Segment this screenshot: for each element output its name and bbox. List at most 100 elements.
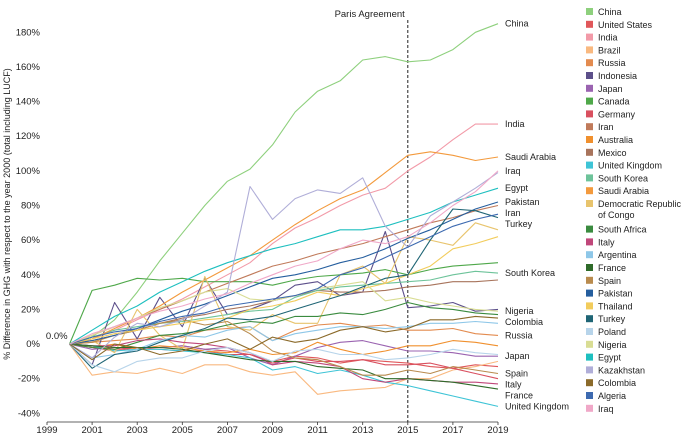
y-tick-label: -40% <box>18 408 41 419</box>
x-tick-label: 2013 <box>352 425 373 433</box>
series-line-china <box>69 23 499 345</box>
y-tick-label: 40% <box>21 270 41 281</box>
series-line-poland <box>69 343 499 373</box>
end-label: Egypt <box>505 183 529 193</box>
legend-label: Colombia <box>598 378 636 388</box>
series-line-mexico <box>69 279 499 345</box>
legend-label: United Kingdom <box>598 161 662 171</box>
legend-swatch <box>586 174 593 182</box>
legend-label: Democratic Republic <box>598 199 682 209</box>
series-line-nigeria <box>69 281 499 345</box>
legend-swatch <box>586 200 593 207</box>
legend-swatch <box>586 110 593 118</box>
legend-swatch <box>586 392 593 399</box>
legend-swatch <box>586 264 593 271</box>
series-line-russia <box>69 322 499 345</box>
x-tick-label: 1999 <box>36 425 57 433</box>
legend-label: Mexico <box>598 148 627 158</box>
plot-area: 180% 160% 140% 120% 100% 80% 60% 40% 20% 0% -20% -4… <box>16 9 569 433</box>
legend-swatch <box>586 161 593 169</box>
end-label: Colombia <box>505 317 543 327</box>
legend-swatch <box>586 379 593 387</box>
legend-label: Canada <box>598 97 630 107</box>
legend-label: South Korea <box>598 173 648 183</box>
legend-swatch <box>586 289 593 297</box>
x-tick-label: 2009 <box>262 425 283 433</box>
end-label: India <box>505 119 525 129</box>
end-label: Pakistan <box>505 197 540 207</box>
legend-swatch <box>586 72 593 79</box>
x-tick-label: 2005 <box>172 425 193 433</box>
legend-label: Argentina <box>598 250 637 260</box>
legend-swatch <box>586 251 593 259</box>
legend-label: Poland <box>598 327 626 337</box>
series-line-thailand <box>69 236 499 345</box>
legend-swatch <box>586 136 593 143</box>
legend-swatch <box>586 97 593 105</box>
legend-label: Turkey <box>598 314 626 324</box>
legend-label: Indonesia <box>598 71 637 81</box>
y-axis-label: % Difference in GHG with respect to the … <box>2 68 12 359</box>
series-line-france <box>69 343 499 390</box>
end-label: Saudi Arabia <box>505 152 556 162</box>
legend-label: Nigeria <box>598 340 627 350</box>
y-tick-label: 100% <box>16 166 41 177</box>
y-tick-label: 180% <box>16 27 41 38</box>
legend-label: Germany <box>598 109 636 119</box>
end-label: Iran <box>505 208 521 218</box>
series-line-south-africa <box>69 301 499 350</box>
end-label: Spain <box>505 369 528 379</box>
y-tick-label: 60% <box>21 235 41 246</box>
end-label: Nigeria <box>505 306 534 316</box>
x-tick-label: 2011 <box>307 425 327 433</box>
legend-swatch <box>586 328 593 335</box>
legend-swatch <box>586 276 593 284</box>
x-tick-label: 2017 <box>442 425 463 433</box>
legend-swatch <box>586 302 593 310</box>
series-line-egypt <box>69 187 499 345</box>
series-line-turkey <box>69 208 499 369</box>
y-tick-label: 80% <box>21 201 41 212</box>
legend-label: India <box>598 33 618 43</box>
legend-label: Saudi Arabia <box>598 186 649 196</box>
series-line-india <box>69 123 498 345</box>
legend-label: Pakistan <box>598 289 633 299</box>
legend-label: Egypt <box>598 353 622 363</box>
x-tick-label: 2015 <box>397 425 418 433</box>
series-line-canada <box>68 262 499 345</box>
series-line-spain <box>69 319 499 376</box>
series-line-brazil <box>69 343 499 395</box>
legend: China United States India Brazil Russia Indon… <box>586 7 682 414</box>
legend-swatch <box>586 366 593 374</box>
legend-swatch <box>586 20 593 28</box>
legend-label: Italy <box>598 237 615 247</box>
baseline-label: 0.0% <box>46 331 68 342</box>
end-label: South Korea <box>505 268 555 278</box>
legend-swatch <box>586 84 593 92</box>
y-tick-label: 120% <box>16 131 41 142</box>
legend-label: Russia <box>598 58 626 68</box>
legend-swatch <box>586 187 593 195</box>
legend-swatch <box>586 225 593 233</box>
x-tick-label: 2007 <box>217 425 238 433</box>
legend-swatch <box>586 340 593 348</box>
series-line-iraq <box>69 170 499 345</box>
y-tick-label: 160% <box>16 62 41 73</box>
paris-agreement-label: Paris Agreement <box>335 9 406 20</box>
legend-swatch <box>586 123 593 131</box>
legend-label: Spain <box>598 276 621 286</box>
end-label: France <box>505 391 533 401</box>
legend-swatch <box>586 33 593 41</box>
legend-label: Thailand <box>598 301 633 311</box>
end-label: Iraq <box>505 166 521 176</box>
legend-swatch <box>586 353 593 361</box>
legend-label: Iraq <box>598 404 614 414</box>
x-tick-label: 2003 <box>127 425 148 433</box>
x-tick-label: 2001 <box>82 425 103 433</box>
legend-swatch <box>586 404 593 412</box>
series-line-democratic-republic-of-congo <box>69 222 499 354</box>
legend-swatch <box>586 315 593 323</box>
legend-swatch <box>586 59 593 67</box>
series-line-algeria <box>69 213 499 345</box>
